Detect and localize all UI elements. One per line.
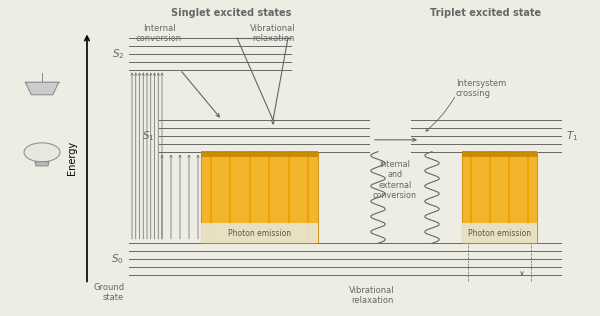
Text: Photon emission: Photon emission [468,229,531,238]
Text: Photon emission: Photon emission [228,229,291,238]
Bar [201,223,318,243]
Text: $S_0$: $S_0$ [112,252,124,266]
Circle shape [24,143,60,162]
Polygon shape [35,162,49,166]
Polygon shape [25,82,59,95]
Text: Ground
state: Ground state [93,283,124,302]
Bar [462,152,537,243]
Text: Intersystem
crossing: Intersystem crossing [456,79,506,98]
Text: Singlet excited states: Singlet excited states [171,8,291,18]
Text: $S_1$: $S_1$ [142,129,154,143]
Text: Energy: Energy [67,141,77,175]
Text: Internal
conversion: Internal conversion [136,24,182,43]
Bar [462,151,537,157]
Text: $T_1$: $T_1$ [566,129,578,143]
Text: Triplet excited state: Triplet excited state [430,8,542,18]
Bar [462,223,537,243]
Text: Vibrational
relaxation: Vibrational relaxation [250,24,296,43]
Bar [201,151,318,157]
Text: Vibrational
relaxation: Vibrational relaxation [349,286,395,305]
Text: $S_2$: $S_2$ [112,47,124,61]
Bar [201,152,318,243]
Text: Internal
and
external
conversion: Internal and external conversion [373,160,417,200]
